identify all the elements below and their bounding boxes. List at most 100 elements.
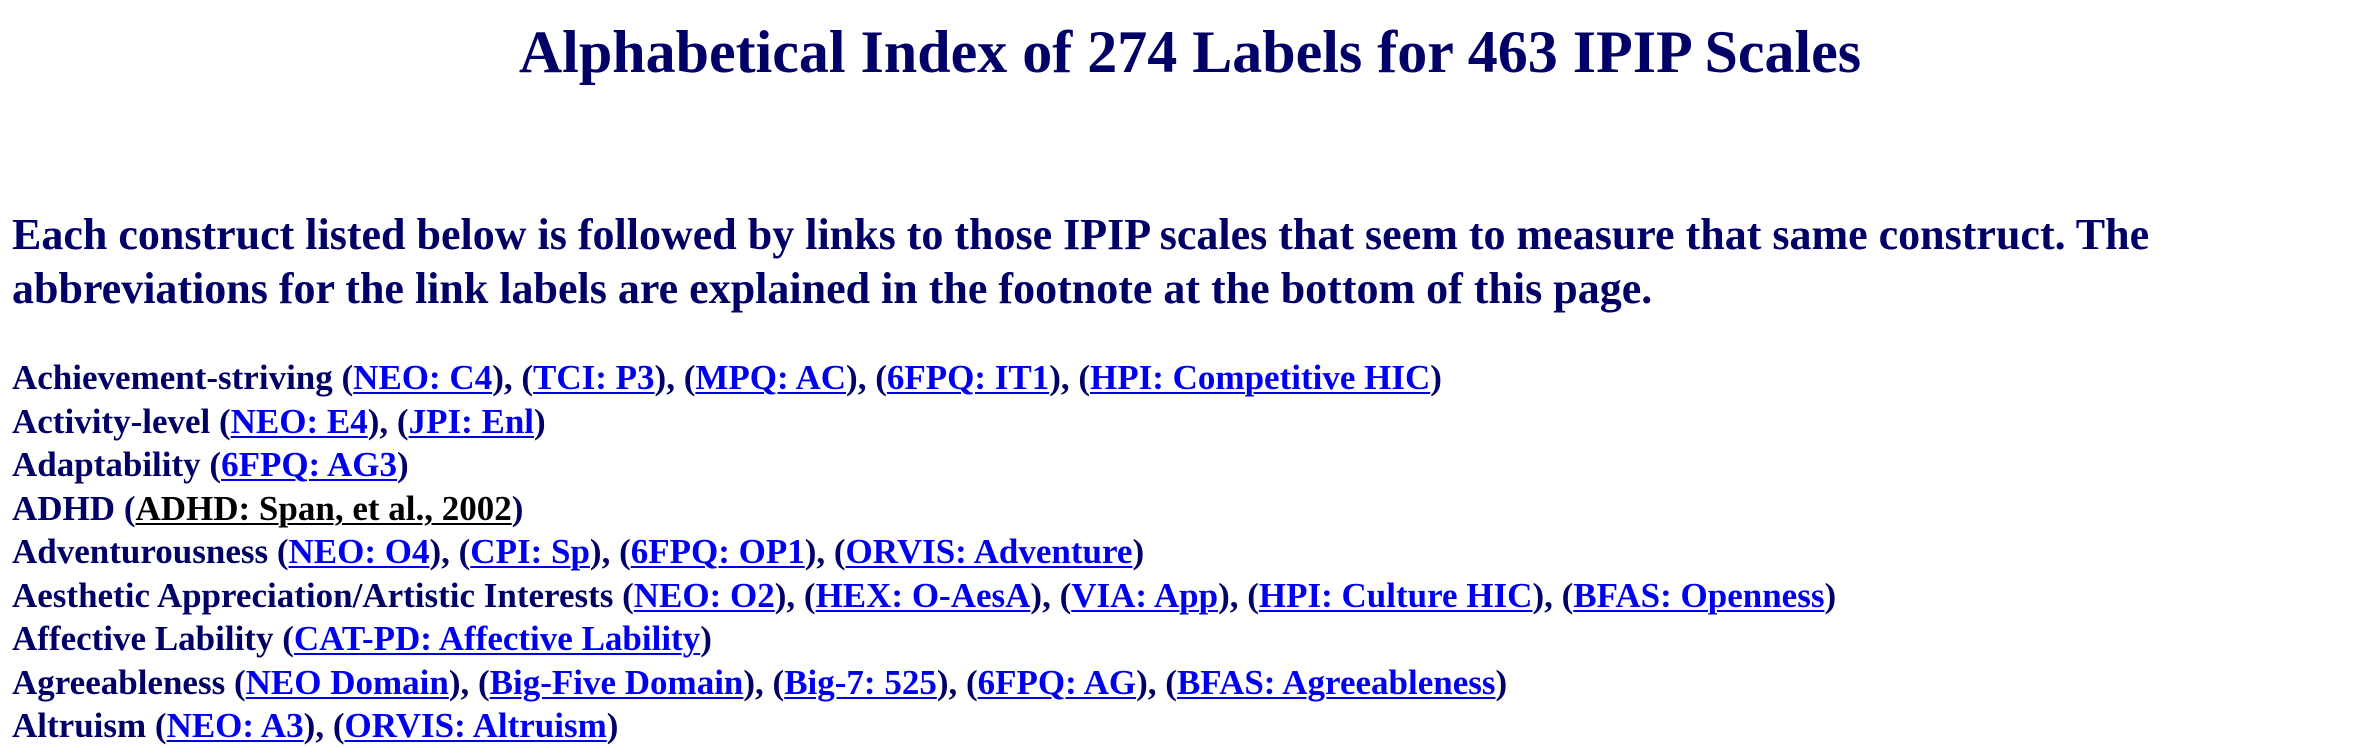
construct-row: ADHD (ADHD: Span, et al., 2002)	[12, 487, 2372, 531]
paren-open: (	[619, 532, 631, 571]
scale-link[interactable]: NEO: C4	[353, 358, 493, 397]
construct-row: Achievement-striving (NEO: C4), (TCI: P3…	[12, 356, 2372, 400]
scale-link[interactable]: NEO: A3	[166, 706, 304, 745]
paren-open: (	[276, 532, 289, 571]
scale-link[interactable]: ADHD: Span, et al., 2002	[135, 488, 512, 528]
paren-open: (	[772, 662, 785, 702]
scale-link[interactable]: HEX: O-AesA	[815, 575, 1031, 615]
link-separator: ,	[816, 532, 834, 571]
scale-link[interactable]: CAT-PD: Affective Lability	[293, 619, 701, 658]
paren-open: (	[209, 445, 222, 484]
page-title: Alphabetical Index of 274 Labels for 463…	[518, 19, 1862, 85]
paren-open: (	[1247, 575, 1259, 615]
link-separator: ,	[601, 532, 620, 571]
link-separator: ,	[503, 358, 522, 397]
scale-link[interactable]: NEO: O4	[288, 532, 430, 571]
paren-close: )	[606, 706, 619, 745]
paren-close: )	[448, 662, 461, 702]
link-separator: ,	[1229, 575, 1248, 615]
construct-name: Affective Lability	[12, 619, 274, 658]
paren-close: )	[846, 358, 858, 397]
scale-link[interactable]: NEO Domain	[245, 662, 449, 702]
paren-close: )	[367, 401, 380, 441]
link-separator: ,	[786, 575, 804, 615]
link-separator: ,	[460, 662, 478, 702]
construct-name: Agreeableness	[12, 662, 226, 702]
scale-link[interactable]: BFAS: Agreeableness	[1176, 662, 1496, 702]
paren-open: (	[282, 619, 294, 658]
paren-open: (	[683, 358, 696, 397]
scale-link[interactable]: VIA: App	[1071, 575, 1219, 615]
scale-link[interactable]: HPI: Competitive HIC	[1090, 358, 1431, 397]
construct-row: Activity-level (NEO: E4), (JPI: Enl)	[12, 400, 2372, 444]
link-separator: ,	[1042, 575, 1060, 615]
paren-close: )	[1049, 358, 1061, 397]
paren-close: )	[534, 401, 546, 441]
scale-link[interactable]: BFAS: Openness	[1573, 575, 1825, 615]
paren-open: (	[396, 401, 409, 441]
scale-link[interactable]: 6FPQ: AG3	[221, 445, 398, 484]
paren-close: )	[1495, 662, 1508, 702]
paren-open: (	[622, 575, 634, 615]
paren-open: (	[1078, 358, 1091, 397]
link-separator: ,	[441, 532, 459, 571]
link-separator: ,	[379, 401, 397, 441]
construct-name: ADHD	[12, 488, 116, 528]
intro-paragraph: Each construct listed below is followed …	[12, 210, 2150, 313]
scale-link[interactable]: CPI: Sp	[470, 532, 590, 571]
link-separator: ,	[948, 662, 966, 702]
paren-close: )	[1218, 575, 1230, 615]
paren-close: )	[1532, 575, 1545, 615]
paren-close: )	[511, 488, 524, 528]
scale-link[interactable]: MPQ: AC	[695, 358, 847, 397]
paren-close: )	[1430, 358, 1442, 397]
paren-open: (	[233, 662, 246, 702]
paren-close: )	[804, 532, 817, 571]
link-separator: ,	[1147, 662, 1166, 702]
scale-link[interactable]: TCI: P3	[533, 358, 655, 397]
paren-open: (	[458, 532, 471, 571]
scale-link[interactable]: ORVIS: Altruism	[344, 706, 607, 745]
construct-row: Adaptability (6FPQ: AG3)	[12, 443, 2372, 487]
construct-row: Affective Lability (CAT-PD: Affective La…	[12, 617, 2372, 661]
link-separator: ,	[666, 358, 684, 397]
paren-open: (	[154, 706, 167, 745]
scale-link[interactable]: NEO: E4	[230, 401, 368, 441]
scale-link[interactable]: 6FPQ: AG	[977, 662, 1137, 702]
construct-name: Adventurousness	[12, 532, 269, 571]
scale-link[interactable]: HPI: Culture HIC	[1258, 575, 1533, 615]
scale-link[interactable]: NEO: O2	[633, 575, 775, 615]
construct-name: Achievement-striving	[12, 358, 333, 397]
paren-open: (	[875, 358, 887, 397]
scale-link[interactable]: 6FPQ: OP1	[630, 532, 805, 571]
link-separator: ,	[315, 706, 333, 745]
paren-close: )	[1136, 662, 1148, 702]
scale-link[interactable]: 6FPQ: IT1	[886, 358, 1050, 397]
scale-link[interactable]: Big-7: 525	[784, 662, 937, 702]
construct-row: Altruism (NEO: A3), (ORVIS: Altruism)	[12, 704, 2372, 748]
paren-close: )	[397, 445, 409, 484]
paren-open: (	[1165, 662, 1177, 702]
paren-close: )	[774, 575, 787, 615]
paren-open: (	[966, 662, 978, 702]
paren-open: (	[341, 358, 354, 397]
paren-open: (	[1561, 575, 1574, 615]
construct-row: Agreeableness (NEO Domain), (Big-Five Do…	[12, 661, 2372, 705]
construct-list: Achievement-striving (NEO: C4), (TCI: P3…	[12, 356, 2372, 748]
link-separator: ,	[857, 358, 876, 397]
construct-name: Adaptability	[12, 445, 201, 484]
link-separator: ,	[1544, 575, 1562, 615]
paren-open: (	[219, 401, 231, 441]
paren-close: )	[743, 662, 756, 702]
paren-close: )	[589, 532, 602, 571]
scale-link[interactable]: JPI: Enl	[408, 401, 535, 441]
paren-close: )	[1132, 532, 1145, 571]
paren-open: (	[803, 575, 816, 615]
paren-open: (	[123, 488, 136, 528]
scale-link[interactable]: ORVIS: Adventure	[845, 532, 1133, 571]
scale-link[interactable]: Big-Five Domain	[489, 662, 744, 702]
paren-open: (	[833, 532, 846, 571]
construct-row: Aesthetic Appreciation/Artistic Interest…	[12, 574, 2372, 618]
paren-open: (	[478, 662, 490, 702]
link-separator: ,	[755, 662, 773, 702]
